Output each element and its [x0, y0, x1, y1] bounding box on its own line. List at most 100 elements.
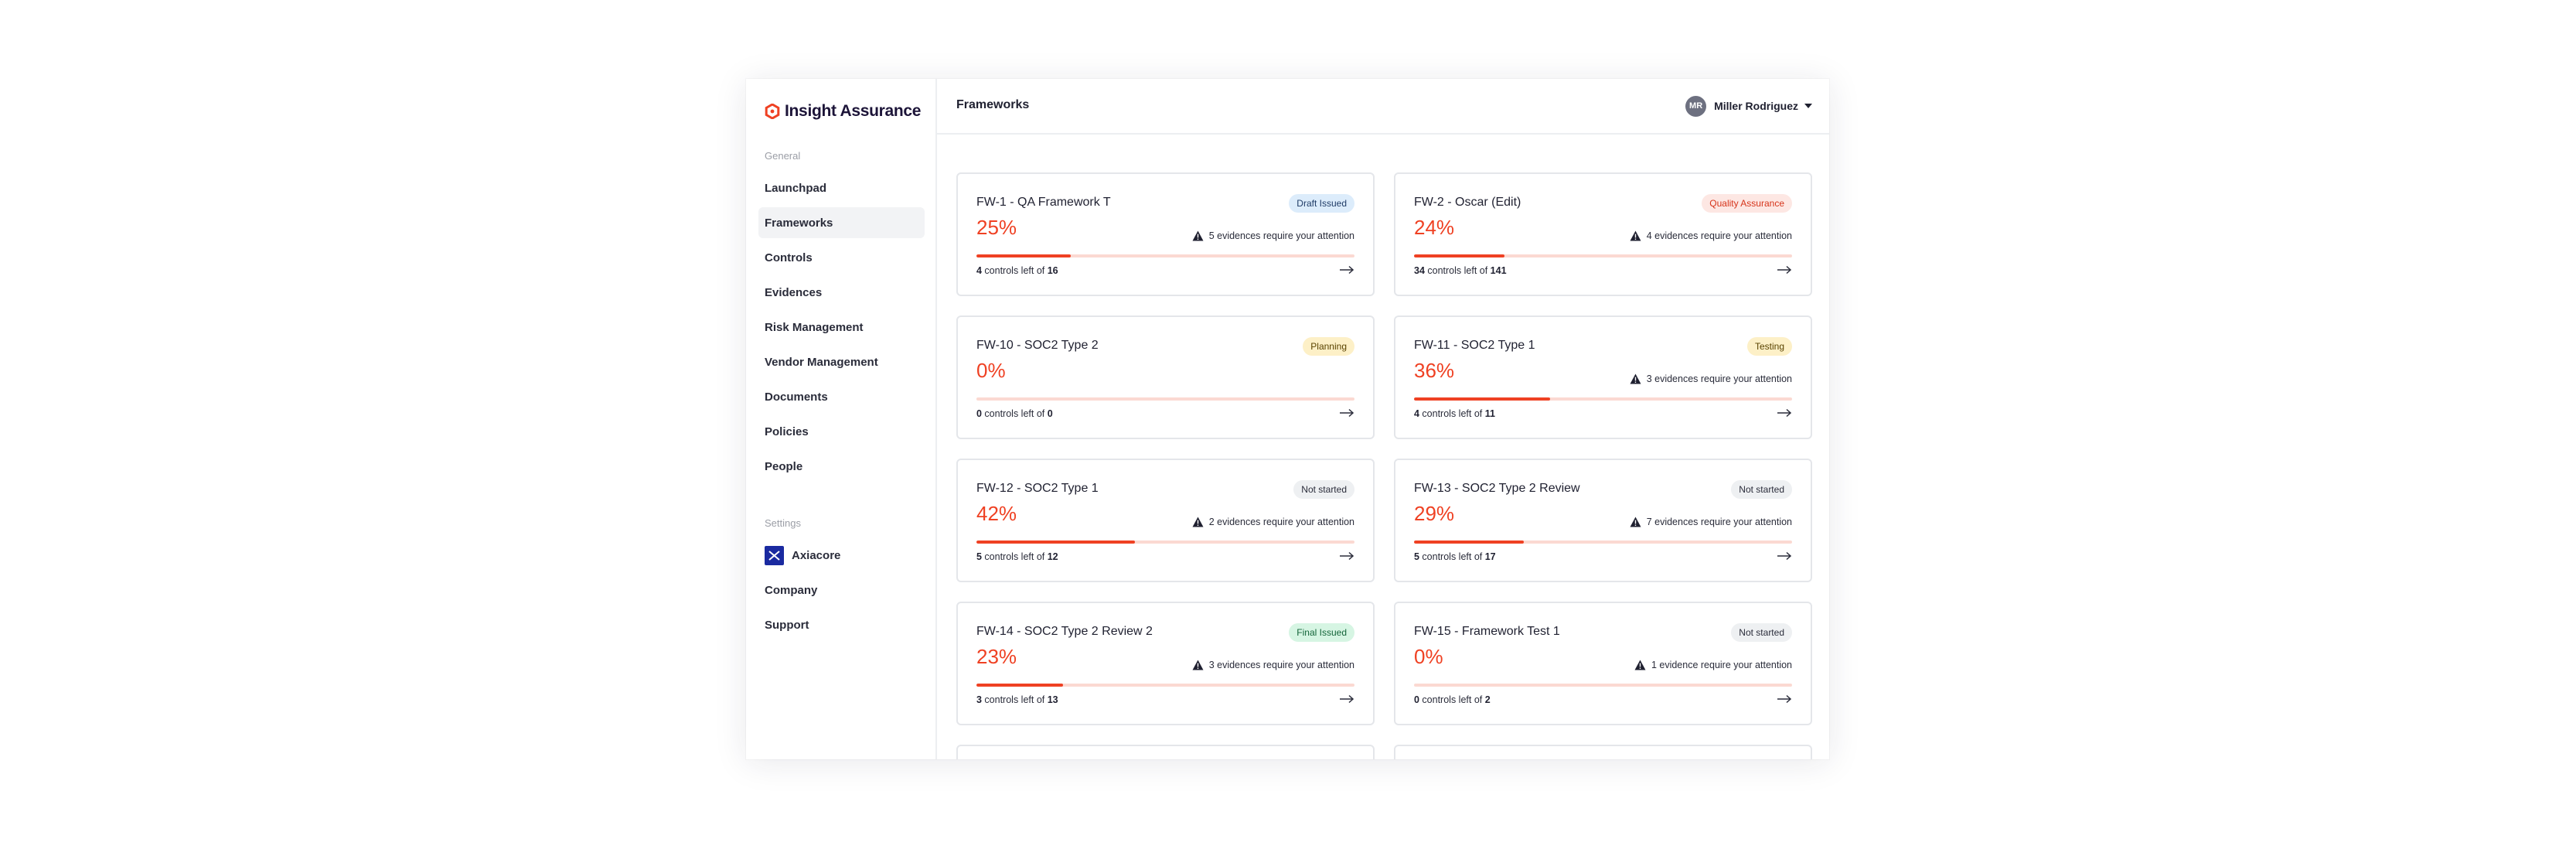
attention-text: 3 evidences require your attention: [1646, 373, 1792, 384]
framework-card[interactable]: FW-10 - SOC2 Type 2 Planning 0% 0 contro…: [956, 315, 1375, 439]
framework-card[interactable]: FW-13 - SOC2 Type 2 Review Not started 2…: [1394, 459, 1812, 582]
framework-title: FW-2 - Oscar (Edit): [1414, 196, 1521, 209]
controls-remaining: 0: [1414, 694, 1419, 705]
framework-card[interactable]: [1394, 745, 1812, 759]
framework-title: FW-11 - SOC2 Type 1: [1414, 339, 1535, 352]
attention-text: 7 evidences require your attention: [1646, 517, 1792, 527]
completion-percent: 29%: [1414, 502, 1455, 525]
progress-fill: [976, 541, 1136, 544]
framework-card[interactable]: FW-11 - SOC2 Type 1 Testing 36% 3 eviden…: [1394, 315, 1812, 439]
sidebar-item-frameworks[interactable]: Frameworks: [758, 207, 925, 238]
controls-label: controls left of: [1419, 408, 1485, 419]
arrow-right-icon[interactable]: [1777, 264, 1792, 275]
attention-notice: 5 evidences require your attention: [1192, 230, 1354, 241]
framework-card[interactable]: FW-15 - Framework Test 1 Not started 0% …: [1394, 602, 1812, 725]
sidebar-item-support[interactable]: Support: [758, 609, 925, 640]
progress-bar: [976, 254, 1354, 257]
sidebar-item-company[interactable]: Company: [758, 575, 925, 605]
framework-title: FW-13 - SOC2 Type 2 Review: [1414, 482, 1580, 495]
arrow-right-icon[interactable]: [1339, 264, 1354, 275]
status-badge: Not started: [1731, 480, 1792, 499]
controls-label: controls left of: [981, 408, 1048, 419]
arrow-right-icon[interactable]: [1777, 694, 1792, 704]
status-badge: Testing: [1746, 337, 1792, 356]
controls-count: 34 controls left of 141: [1414, 265, 1507, 276]
progress-bar: [1414, 541, 1792, 544]
warning-icon: [1630, 230, 1641, 241]
sidebar-item-documents[interactable]: Documents: [758, 381, 925, 412]
sidebar-item-label: Policies: [765, 425, 809, 438]
attention-notice: 3 evidences require your attention: [1192, 660, 1354, 670]
controls-total: 11: [1484, 408, 1495, 419]
nav-section-general: General: [765, 150, 801, 162]
framework-title: FW-14 - SOC2 Type 2 Review 2: [976, 625, 1153, 638]
user-menu[interactable]: MR Miller Rodriguez: [1685, 94, 1812, 118]
sidebar-item-label: People: [765, 459, 803, 473]
status-badge: Quality Assurance: [1702, 194, 1792, 213]
framework-title: FW-12 - SOC2 Type 1: [976, 482, 1099, 495]
controls-label: controls left of: [1424, 265, 1491, 276]
arrow-right-icon[interactable]: [1777, 551, 1792, 561]
controls-count: 3 controls left of 13: [976, 694, 1058, 705]
controls-total: 16: [1047, 265, 1058, 276]
topbar: Frameworks MR Miller Rodriguez: [937, 79, 1829, 135]
sidebar-item-vendor-management[interactable]: Vendor Management: [758, 346, 925, 377]
main-content: Frameworks MR Miller Rodriguez FW-1 - QA…: [937, 79, 1829, 759]
sidebar-item-label: Company: [765, 583, 818, 597]
progress-fill: [1414, 254, 1505, 257]
arrow-right-icon[interactable]: [1339, 408, 1354, 418]
completion-percent: 42%: [976, 502, 1017, 525]
sidebar-item-launchpad[interactable]: Launchpad: [758, 172, 925, 203]
attention-text: 5 evidences require your attention: [1208, 230, 1354, 241]
arrow-right-icon[interactable]: [1339, 551, 1354, 561]
controls-label: controls left of: [981, 265, 1048, 276]
framework-card[interactable]: FW-14 - SOC2 Type 2 Review 2 Final Issue…: [956, 602, 1375, 725]
arrow-right-icon[interactable]: [1339, 694, 1354, 704]
controls-total: 0: [1047, 408, 1053, 419]
attention-notice: 3 evidences require your attention: [1630, 373, 1792, 384]
completion-percent: 25%: [976, 216, 1017, 239]
progress-bar: [1414, 684, 1792, 687]
arrow-right-icon[interactable]: [1777, 408, 1792, 418]
sidebar-item-axiacore[interactable]: Axiacore: [758, 540, 925, 571]
framework-card[interactable]: [956, 745, 1375, 759]
controls-remaining: 34: [1414, 265, 1425, 276]
sidebar-item-label: Risk Management: [765, 320, 864, 334]
sidebar-item-label: Evidences: [765, 285, 823, 299]
progress-bar: [976, 541, 1354, 544]
sidebar-item-people[interactable]: People: [758, 451, 925, 482]
user-name: Miller Rodriguez: [1714, 100, 1798, 112]
sidebar-item-evidences[interactable]: Evidences: [758, 277, 925, 308]
framework-card[interactable]: FW-1 - QA Framework T Draft Issued 25% 5…: [956, 172, 1375, 296]
controls-count: 0 controls left of 2: [1414, 694, 1491, 705]
controls-count: 4 controls left of 11: [1414, 408, 1495, 419]
progress-bar: [1414, 254, 1792, 257]
warning-icon: [1634, 660, 1646, 670]
status-badge: Draft Issued: [1289, 194, 1354, 213]
warning-icon: [1192, 660, 1204, 670]
sidebar-item-controls[interactable]: Controls: [758, 242, 925, 273]
warning-icon: [1630, 517, 1641, 527]
attention-notice: 1 evidence require your attention: [1634, 660, 1792, 670]
status-badge: Final Issued: [1289, 623, 1354, 642]
controls-remaining: 4: [976, 265, 982, 276]
sidebar-item-policies[interactable]: Policies: [758, 416, 925, 447]
framework-card[interactable]: FW-12 - SOC2 Type 1 Not started 42% 2 ev…: [956, 459, 1375, 582]
progress-fill: [976, 684, 1064, 687]
controls-label: controls left of: [981, 551, 1048, 562]
controls-total: 12: [1047, 551, 1058, 562]
sidebar-item-label: Launchpad: [765, 181, 827, 195]
attention-notice: 7 evidences require your attention: [1630, 517, 1792, 527]
controls-label: controls left of: [1419, 551, 1485, 562]
attention-text: 4 evidences require your attention: [1646, 230, 1792, 241]
controls-remaining: 3: [976, 694, 982, 705]
nav-section-settings: Settings: [765, 517, 801, 529]
sidebar-item-risk-management[interactable]: Risk Management: [758, 312, 925, 343]
controls-remaining: 5: [976, 551, 982, 562]
controls-remaining: 0: [976, 408, 982, 419]
framework-title: FW-1 - QA Framework T: [976, 196, 1111, 209]
framework-card[interactable]: FW-2 - Oscar (Edit) Quality Assurance 24…: [1394, 172, 1812, 296]
status-badge: Not started: [1293, 480, 1354, 499]
brand[interactable]: Insight Assurance: [765, 97, 921, 125]
sidebar-item-label: Support: [765, 618, 809, 632]
